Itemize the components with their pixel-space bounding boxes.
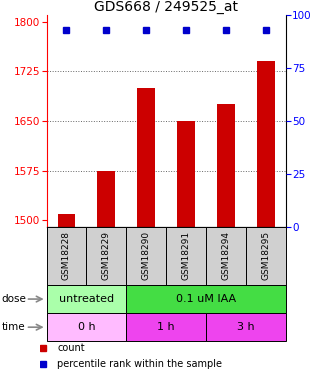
Bar [57, 214, 75, 227]
Text: 0.1 uM IAA: 0.1 uM IAA [176, 294, 236, 304]
Bar [217, 104, 235, 227]
Bar [137, 88, 155, 227]
Bar [206, 313, 286, 341]
Text: GSM18229: GSM18229 [102, 231, 111, 280]
Bar [47, 285, 126, 313]
Text: GSM18295: GSM18295 [261, 231, 270, 280]
Bar [126, 313, 206, 341]
Text: 0 h: 0 h [78, 322, 95, 332]
Bar [126, 285, 286, 313]
Bar [177, 121, 195, 227]
Bar [126, 227, 166, 285]
Bar [246, 227, 286, 285]
Bar [206, 227, 246, 285]
Text: dose: dose [2, 294, 26, 304]
Text: GSM18294: GSM18294 [221, 231, 230, 280]
Text: GSM18291: GSM18291 [182, 231, 191, 280]
Text: time: time [2, 322, 25, 332]
Text: 1 h: 1 h [157, 322, 175, 332]
Bar [47, 313, 126, 341]
Text: 3 h: 3 h [237, 322, 255, 332]
Text: percentile rank within the sample: percentile rank within the sample [57, 359, 222, 369]
Text: GSM18290: GSM18290 [142, 231, 151, 280]
Bar [47, 227, 86, 285]
Text: count: count [57, 343, 85, 353]
Bar [257, 62, 275, 227]
Bar [97, 171, 115, 227]
Title: GDS668 / 249525_at: GDS668 / 249525_at [94, 0, 238, 14]
Text: GSM18228: GSM18228 [62, 231, 71, 280]
Text: untreated: untreated [59, 294, 114, 304]
Bar [166, 227, 206, 285]
Bar [86, 227, 126, 285]
